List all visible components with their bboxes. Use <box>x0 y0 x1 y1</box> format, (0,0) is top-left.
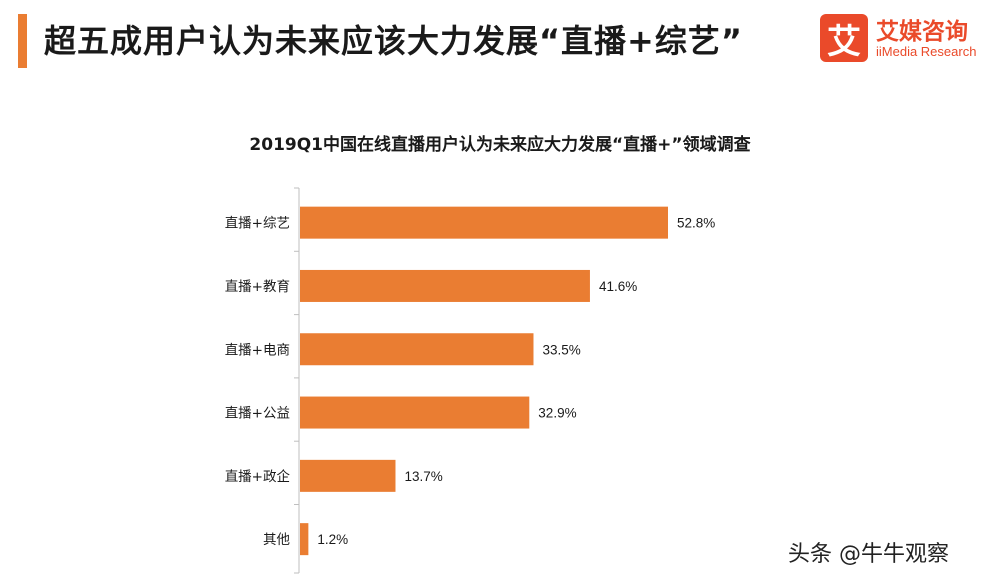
bar <box>300 523 309 556</box>
title-accent-bar <box>18 14 27 68</box>
value-label: 52.8% <box>677 216 715 231</box>
logo-name-cn: 艾媒咨询 <box>876 19 968 45</box>
value-label: 41.6% <box>599 279 637 294</box>
bar <box>300 459 396 492</box>
logo-name-en: iiMedia Research <box>876 44 977 59</box>
category-label: 其他 <box>263 532 290 548</box>
category-label: 直播+公益 <box>225 406 290 422</box>
watermark: 头条 @牛牛观察 <box>788 542 949 567</box>
category-label: 直播+政企 <box>225 468 291 485</box>
chart-title: 2019Q1中国在线直播用户认为未来应大力发展“直播+”领域调查 <box>249 135 751 155</box>
value-label: 1.2% <box>317 532 348 547</box>
bar <box>300 269 590 302</box>
iimedia-logo-icon: 艾 <box>820 14 868 62</box>
category-label: 直播+综艺 <box>225 216 290 232</box>
iimedia-logo: 艾 艾媒咨询 iiMedia Research <box>820 12 992 68</box>
value-label: 13.7% <box>404 469 442 484</box>
value-label: 32.9% <box>538 406 576 421</box>
category-label: 直播+电商 <box>225 342 290 358</box>
page-title: 超五成用户认为未来应该大力发展“直播+综艺” <box>44 22 743 60</box>
bar <box>300 206 668 239</box>
value-label: 33.5% <box>542 342 580 357</box>
bar <box>300 333 534 366</box>
category-label: 直播+教育 <box>225 279 290 295</box>
bar <box>300 396 530 429</box>
